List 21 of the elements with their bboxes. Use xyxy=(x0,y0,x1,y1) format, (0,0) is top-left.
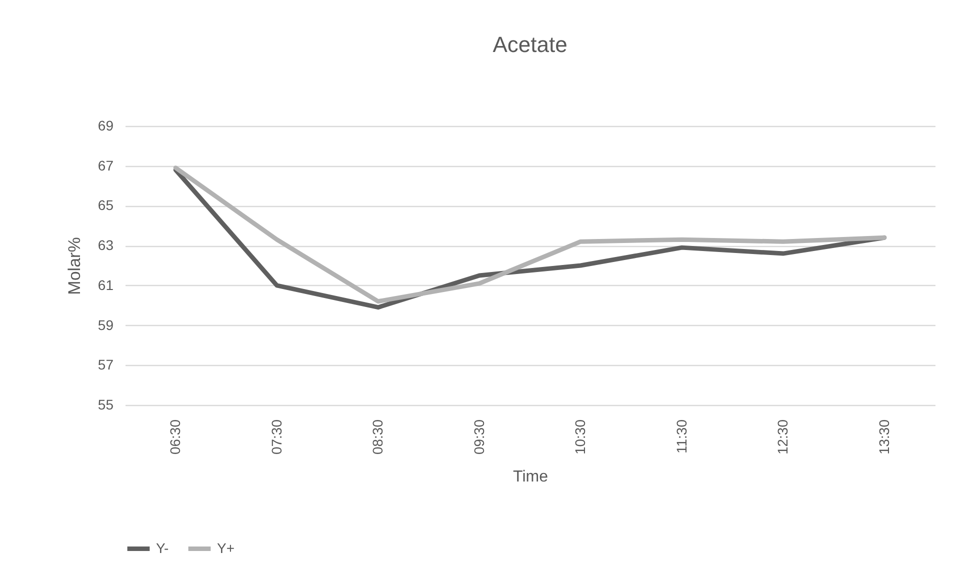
x-tick-label: 09:30 xyxy=(470,419,487,455)
y-tick-label: 67 xyxy=(98,157,114,174)
x-tick-label: 12:30 xyxy=(774,419,791,455)
y-tick-label: 61 xyxy=(98,276,114,293)
chart-title: Acetate xyxy=(492,32,568,57)
x-tick-label: 06:30 xyxy=(167,419,184,455)
legend-label: Y- xyxy=(156,540,170,556)
x-tick-label: 10:30 xyxy=(572,419,588,455)
x-tick-label: 11:30 xyxy=(673,419,690,454)
y-tick-label: 69 xyxy=(98,118,114,134)
y-tick-label: 55 xyxy=(98,396,114,412)
y-tick-label: 63 xyxy=(98,237,114,254)
x-tick-label: 13:30 xyxy=(876,419,892,455)
y-tick-label: 65 xyxy=(98,197,114,214)
y-tick-label: 57 xyxy=(98,356,114,373)
y-tick-label: 59 xyxy=(98,316,114,333)
x-tick-label: 08:30 xyxy=(370,419,386,455)
x-tick-label: 07:30 xyxy=(268,419,284,455)
y-axis-title: Molar% xyxy=(64,237,84,295)
legend-label: Y+ xyxy=(217,540,235,556)
x-axis-title: Time xyxy=(513,468,548,486)
